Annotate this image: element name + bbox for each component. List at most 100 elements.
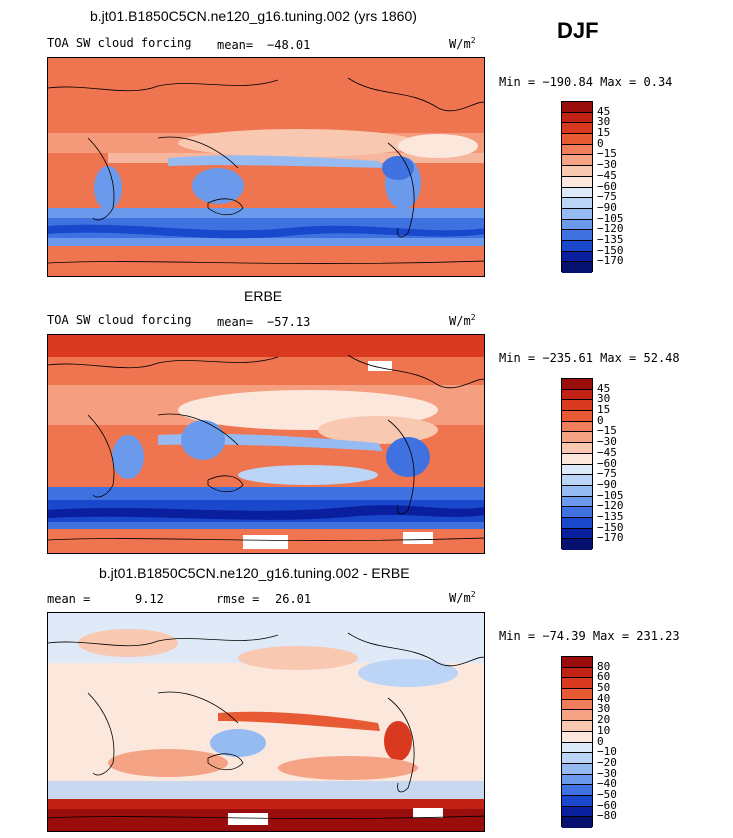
- panel3-minmax: Min = −74.39 Max = 231.23: [499, 629, 680, 643]
- colorbar-swatch: [562, 657, 592, 668]
- panel3-mean-value: 9.12: [135, 592, 164, 606]
- panel1-map-svg: [48, 58, 484, 276]
- colorbar-swatch: [562, 176, 592, 188]
- season-label: DJF: [557, 18, 599, 43]
- colorbar-swatch: [562, 144, 592, 156]
- colorbar-level-label: −30: [597, 158, 617, 172]
- colorbar-swatch: [562, 667, 592, 679]
- panel2-mean-value: −57.13: [267, 315, 311, 329]
- colorbar-swatch: [562, 485, 592, 497]
- colorbar-level-label: −90: [597, 200, 617, 214]
- colorbar-level-label: −20: [597, 755, 617, 769]
- colorbar-swatch: [562, 219, 592, 231]
- panel2-map: [47, 334, 485, 554]
- colorbar-swatch: [562, 678, 592, 690]
- colorbar-swatch: [562, 742, 592, 754]
- colorbar-level-label: −150: [597, 243, 624, 257]
- colorbar-level-label: −135: [597, 232, 624, 246]
- colorbar-level-label: −60: [597, 456, 617, 470]
- colorbar-swatch: [562, 464, 592, 476]
- colorbar-swatch: [562, 507, 592, 518]
- colorbar-level-label: −30: [597, 435, 617, 449]
- panel2-units: W/m2: [449, 313, 476, 328]
- colorbar-swatch: [562, 187, 592, 199]
- colorbar-level-label: −120: [597, 499, 624, 513]
- colorbar-level-label: 40: [597, 691, 611, 705]
- panel2-colorbar: [561, 378, 593, 550]
- colorbar-swatch: [562, 421, 592, 433]
- panel1-colorbar: [561, 101, 593, 273]
- colorbar-swatch: [562, 721, 592, 732]
- panel3-rmse-value: 26.01: [275, 592, 312, 606]
- colorbar-level-label: −60: [597, 798, 617, 812]
- colorbar-swatch: [562, 785, 592, 796]
- colorbar-level-label: −105: [597, 211, 624, 225]
- colorbar-level-label: 30: [597, 115, 611, 129]
- colorbar-swatch: [562, 806, 592, 818]
- panel2-map-svg: [48, 335, 484, 553]
- colorbar-swatch: [562, 528, 592, 540]
- colorbar-swatch: [562, 102, 592, 113]
- colorbar-swatch: [562, 699, 592, 711]
- colorbar-swatch: [562, 453, 592, 465]
- colorbar-swatch: [562, 753, 592, 764]
- panel3-units: W/m2: [449, 590, 476, 605]
- colorbar-swatch: [562, 432, 592, 444]
- colorbar-level-label: −60: [597, 179, 617, 193]
- colorbar-level-label: 45: [597, 104, 611, 118]
- colorbar-level-label: −80: [597, 809, 617, 823]
- colorbar-level-label: 80: [597, 659, 611, 673]
- colorbar-swatch: [562, 389, 592, 401]
- colorbar-level-label: −150: [597, 520, 624, 534]
- colorbar-level-label: 30: [597, 702, 611, 716]
- panel1-map: [47, 57, 485, 277]
- colorbar-swatch: [562, 134, 592, 145]
- colorbar-swatch: [562, 763, 592, 775]
- colorbar-level-label: 50: [597, 681, 611, 695]
- panel3-map-svg: [48, 613, 484, 831]
- colorbar-swatch: [562, 411, 592, 422]
- colorbar-swatch: [562, 817, 592, 828]
- panel2-mean-label: mean=: [217, 315, 254, 329]
- panel1-variable-label: TOA SW cloud forcing: [47, 36, 192, 50]
- colorbar-level-label: −45: [597, 168, 617, 182]
- panel1-title: b.jt01.B1850C5CN.ne120_g16.tuning.002 (y…: [90, 8, 417, 24]
- panel3-colorbar: [561, 656, 593, 828]
- panel1-units: W/m2: [449, 36, 476, 51]
- colorbar-level-label: 20: [597, 713, 611, 727]
- colorbar-level-label: 10: [597, 723, 611, 737]
- panel1-mean-value: −48.01: [267, 38, 311, 52]
- colorbar-level-label: 45: [597, 381, 611, 395]
- colorbar-level-label: 30: [597, 392, 611, 406]
- colorbar-swatch: [562, 496, 592, 508]
- colorbar-swatch: [562, 774, 592, 786]
- colorbar-level-label: 0: [597, 413, 604, 427]
- panel3-mean-label: mean =: [47, 592, 91, 606]
- colorbar-level-label: −15: [597, 147, 617, 161]
- colorbar-level-label: −170: [597, 254, 624, 268]
- colorbar-swatch: [562, 539, 592, 550]
- colorbar-level-label: −50: [597, 787, 617, 801]
- colorbar-swatch: [562, 795, 592, 807]
- colorbar-swatch: [562, 689, 592, 700]
- colorbar-level-label: 0: [597, 136, 604, 150]
- colorbar-level-label: 15: [597, 126, 611, 140]
- colorbar-swatch: [562, 123, 592, 135]
- colorbar-level-label: −40: [597, 777, 617, 791]
- colorbar-swatch: [562, 517, 592, 529]
- colorbar-level-label: 0: [597, 734, 604, 748]
- colorbar-swatch: [562, 731, 592, 743]
- panel2-minmax: Min = −235.61 Max = 52.48: [499, 351, 680, 365]
- colorbar-swatch: [562, 475, 592, 486]
- colorbar-level-label: 60: [597, 670, 611, 684]
- panel3-map: [47, 612, 485, 832]
- colorbar-swatch: [562, 443, 592, 454]
- colorbar-level-label: −170: [597, 531, 624, 545]
- panel1-mean-label: mean=: [217, 38, 254, 52]
- colorbar-swatch: [562, 230, 592, 241]
- colorbar-swatch: [562, 379, 592, 390]
- colorbar-level-label: −135: [597, 509, 624, 523]
- colorbar-swatch: [562, 400, 592, 412]
- panel3-rmse-label: rmse =: [216, 592, 260, 606]
- colorbar-swatch: [562, 240, 592, 252]
